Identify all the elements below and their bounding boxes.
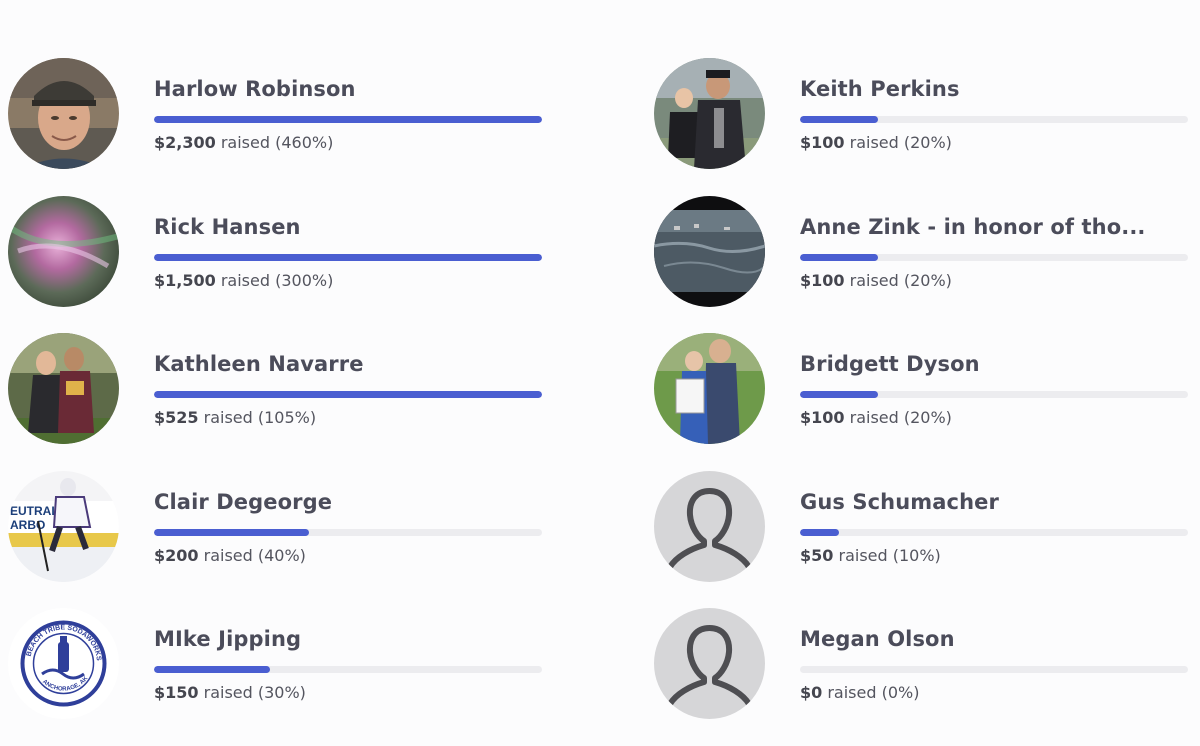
default-user-icon[interactable] [654,608,765,719]
amount-raised: $0 raised (0%) [800,683,920,702]
avatar[interactable] [654,195,765,307]
fundraiser-name[interactable]: Bridgett Dyson [800,352,980,376]
progress-bar [800,528,1188,536]
progress-bar [154,116,542,123]
avatar[interactable] [654,333,765,444]
avatar[interactable] [8,58,119,169]
fundraiser-name[interactable]: Rick Hansen [154,214,301,239]
amount-raised: $200 raised (40%) [154,545,306,565]
amount-raised: $525 raised (105%) [154,408,317,427]
fundraiser-name[interactable]: MIke Jipping [154,627,302,651]
svg-text:ARBO: ARBO [10,518,45,532]
fundraiser-name[interactable]: Anne Zink - in honor of tho... [800,214,1146,239]
amount-raised: $100 raised (20%) [800,133,952,152]
progress-bar [800,116,1188,123]
progress-bar [800,253,1188,261]
default-user-icon[interactable] [654,470,765,582]
amount-raised: $100 raised (20%) [800,408,952,427]
fundraiser-name[interactable]: Harlow Robinson [154,77,356,101]
progress-bar [154,253,542,261]
progress-bar [154,666,542,673]
avatar[interactable] [654,58,765,169]
amount-raised: $150 raised (30%) [154,683,306,702]
svg-text:EUTRAL: EUTRAL [10,504,59,518]
fundraiser-name[interactable]: Kathleen Navarre [154,352,364,376]
amount-raised: $100 raised (20%) [800,270,952,290]
avatar[interactable]: BEACH TRIBE SODAWORKS ANCHORAGE, AK [8,608,119,719]
progress-bar [154,391,542,398]
fundraiser-name[interactable]: Gus Schumacher [800,489,999,514]
amount-raised: $1,500 raised (300%) [154,270,334,290]
fundraiser-name[interactable]: Clair Degeorge [154,489,333,514]
progress-bar [800,666,1188,673]
avatar[interactable] [8,333,119,444]
progress-bar [154,528,542,536]
amount-raised: $2,300 raised (460%) [154,133,334,152]
avatar[interactable] [8,195,119,307]
fundraiser-name[interactable]: Keith Perkins [800,77,960,101]
avatar[interactable]: EUTRAL ARBO [8,470,119,582]
amount-raised: $50 raised (10%) [800,545,941,565]
progress-bar [800,391,1188,398]
fundraiser-name[interactable]: Megan Olson [800,627,955,651]
